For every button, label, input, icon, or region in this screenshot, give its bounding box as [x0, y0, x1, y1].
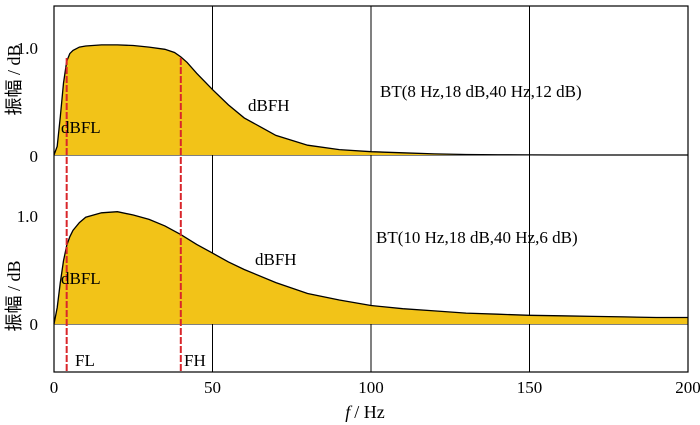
- fh-marker-label: FH: [184, 351, 206, 370]
- bottom-ytick-top: 1.0: [17, 207, 38, 226]
- fl-marker-label: FL: [75, 351, 95, 370]
- amplitude-areas: [53, 44, 688, 325]
- panel-1-curve: [53, 44, 688, 156]
- x-tick-200: 200: [675, 378, 700, 397]
- x-tick-0: 0: [50, 378, 59, 397]
- top-dbfh-label: dBFH: [248, 96, 290, 115]
- cutoff-markers: [65, 58, 182, 372]
- panel-2-curve: [53, 211, 688, 325]
- x-tick-100: 100: [358, 378, 384, 397]
- top-ytick-bottom: 0: [30, 147, 39, 166]
- top-panel-annotation: BT(8 Hz,18 dB,40 Hz,12 dB): [380, 82, 582, 101]
- x-tick-50: 50: [204, 378, 221, 397]
- panel-2-area-fill: [54, 211, 688, 324]
- bottom-ylabel: 振幅 / dB: [4, 260, 24, 331]
- bottom-dbfl-label: dBFL: [61, 269, 101, 288]
- bottom-dbfh-label: dBFH: [255, 250, 297, 269]
- x-tick-labels: 0 50 100 150 200: [50, 378, 700, 397]
- x-axis-label: f / Hz: [345, 402, 385, 422]
- bottom-panel-annotation: BT(10 Hz,18 dB,40 Hz,6 dB): [376, 228, 578, 247]
- panel-1-area-fill: [54, 44, 688, 155]
- bottom-ytick-bottom: 0: [30, 315, 39, 334]
- x-axis-variable: f: [345, 402, 353, 422]
- x-axis-unit: / Hz: [354, 402, 385, 422]
- top-dbfl-label: dBFL: [61, 118, 101, 137]
- x-tick-150: 150: [517, 378, 543, 397]
- top-ytick-top: 1.0: [17, 39, 38, 58]
- plot-frame: [53, 5, 689, 373]
- top-ylabel: 振幅 / dB: [4, 44, 24, 115]
